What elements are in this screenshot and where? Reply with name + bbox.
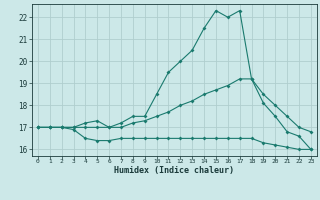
X-axis label: Humidex (Indice chaleur): Humidex (Indice chaleur) [115, 166, 234, 175]
